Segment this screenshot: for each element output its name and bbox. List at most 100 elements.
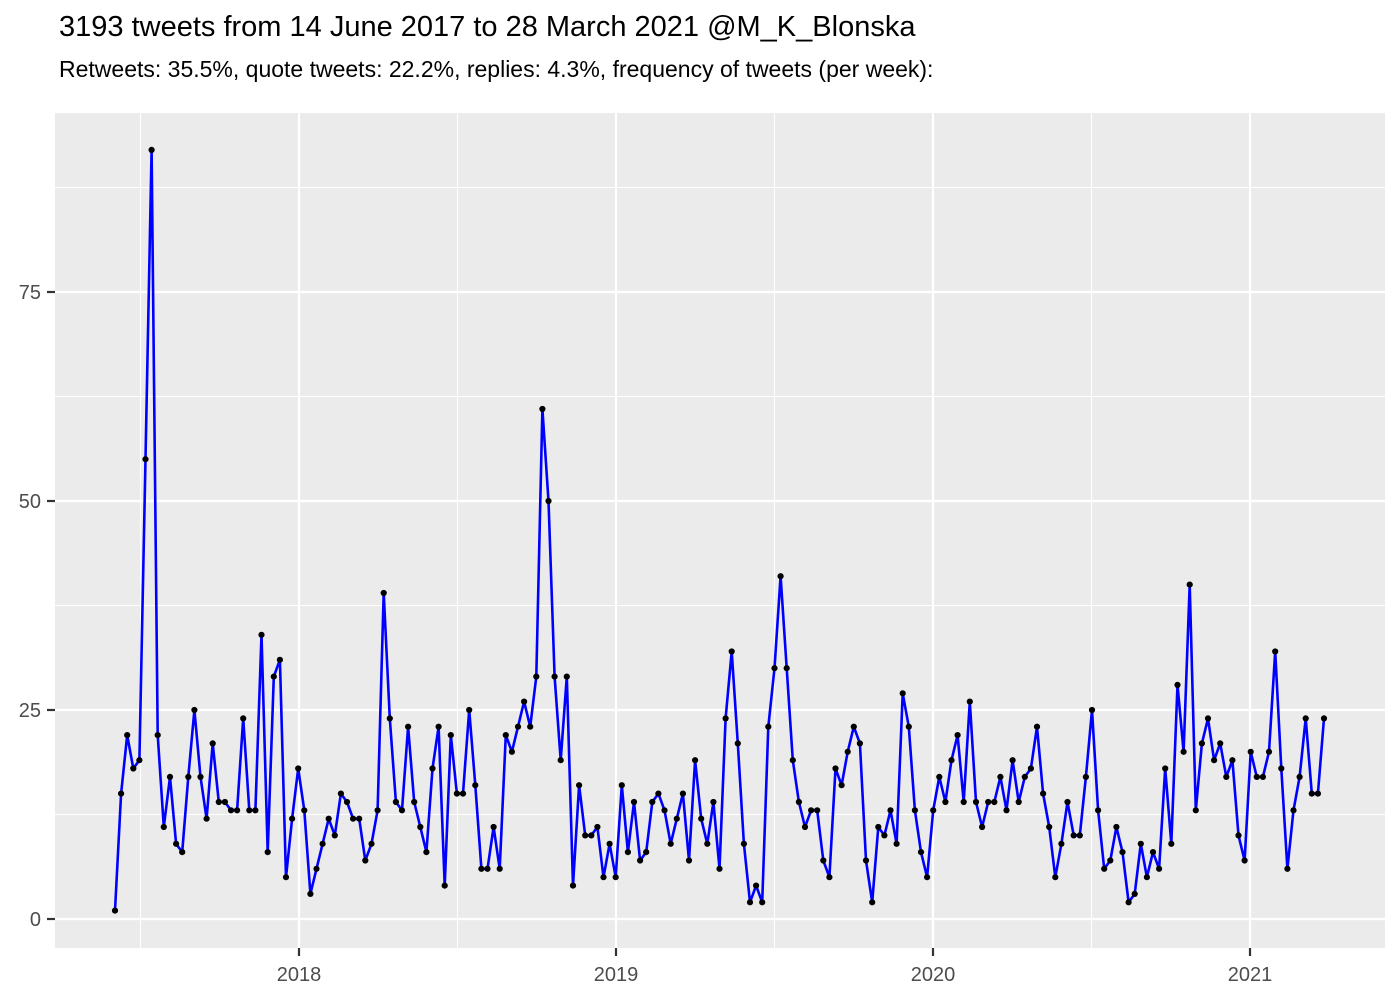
data-point xyxy=(856,740,864,747)
data-point xyxy=(124,732,131,739)
data-point xyxy=(1168,840,1175,847)
data-point xyxy=(374,807,381,814)
data-point xyxy=(1253,773,1260,781)
data-point xyxy=(1272,648,1279,655)
data-point xyxy=(484,865,491,872)
data-point xyxy=(661,807,668,814)
data-point xyxy=(679,790,687,797)
data-point xyxy=(282,874,290,881)
data-point xyxy=(1064,798,1071,806)
data-point xyxy=(814,807,821,814)
data-point xyxy=(1162,765,1169,772)
data-point xyxy=(1192,807,1199,814)
data-point xyxy=(997,773,1004,781)
data-point xyxy=(1131,890,1138,898)
data-point xyxy=(692,757,699,764)
data-point xyxy=(1009,757,1016,764)
data-point xyxy=(1204,715,1212,722)
data-point xyxy=(466,706,473,714)
data-point xyxy=(160,823,167,831)
data-point xyxy=(1265,748,1273,755)
data-point xyxy=(557,757,564,764)
data-point xyxy=(398,807,406,814)
data-point xyxy=(270,673,277,680)
data-point xyxy=(1021,773,1028,781)
data-point xyxy=(1137,840,1144,847)
data-point xyxy=(722,715,729,722)
data-point xyxy=(527,723,534,730)
data-point xyxy=(539,405,546,413)
data-point xyxy=(325,815,332,822)
data-point xyxy=(753,882,760,889)
data-point xyxy=(1015,798,1022,806)
data-point xyxy=(979,823,986,831)
data-point xyxy=(966,698,973,705)
data-point xyxy=(301,807,308,814)
data-point xyxy=(1058,840,1065,847)
data-point xyxy=(423,849,430,856)
data-point xyxy=(1259,773,1266,781)
data-point xyxy=(521,698,528,705)
data-point xyxy=(875,823,882,831)
data-point xyxy=(869,899,876,906)
data-point xyxy=(862,857,870,864)
data-point xyxy=(759,899,766,906)
data-point xyxy=(209,740,216,747)
data-point xyxy=(319,840,326,847)
data-point xyxy=(514,723,522,730)
data-point xyxy=(930,807,937,814)
data-point xyxy=(118,790,125,797)
data-point xyxy=(490,823,497,831)
data-point xyxy=(130,765,137,772)
data-point xyxy=(820,857,827,864)
data-point xyxy=(1156,865,1163,872)
data-point xyxy=(838,782,845,789)
data-point xyxy=(618,782,625,789)
data-point xyxy=(362,857,369,864)
data-point xyxy=(1076,832,1083,839)
data-point xyxy=(221,798,228,806)
data-point xyxy=(1229,757,1236,764)
data-point xyxy=(789,757,796,764)
data-point xyxy=(808,807,815,814)
data-point xyxy=(942,798,949,806)
data-point xyxy=(435,723,442,730)
y-axis-label-0: 0 xyxy=(30,909,41,931)
data-point xyxy=(136,757,143,764)
data-point xyxy=(1174,681,1181,689)
data-point xyxy=(728,648,735,655)
data-point xyxy=(472,782,479,789)
data-point xyxy=(1217,740,1224,747)
data-point xyxy=(1107,857,1114,864)
data-point xyxy=(1113,823,1120,831)
data-point xyxy=(1278,765,1285,772)
data-point xyxy=(1314,790,1321,797)
data-point xyxy=(1143,874,1150,881)
data-point xyxy=(337,790,344,797)
data-point xyxy=(563,673,570,680)
data-point xyxy=(1070,832,1077,839)
data-point xyxy=(740,840,748,847)
data-point xyxy=(258,631,265,638)
data-point xyxy=(1241,857,1248,864)
data-point xyxy=(392,798,399,806)
data-point xyxy=(1198,740,1205,747)
data-point xyxy=(924,874,931,881)
data-point xyxy=(594,823,601,831)
data-point xyxy=(411,798,418,806)
data-point xyxy=(1027,765,1034,772)
data-point xyxy=(356,815,363,822)
data-point xyxy=(826,874,833,881)
data-point xyxy=(343,798,351,806)
data-point xyxy=(667,840,674,847)
data-point xyxy=(771,665,778,672)
chart-title: 3193 tweets from 14 June 2017 to 28 Marc… xyxy=(59,11,916,43)
data-point xyxy=(502,732,509,739)
data-point xyxy=(148,146,155,153)
data-point xyxy=(734,740,741,747)
data-point xyxy=(252,807,259,814)
data-point xyxy=(1186,581,1193,588)
data-point xyxy=(832,765,839,772)
data-point xyxy=(533,673,540,680)
